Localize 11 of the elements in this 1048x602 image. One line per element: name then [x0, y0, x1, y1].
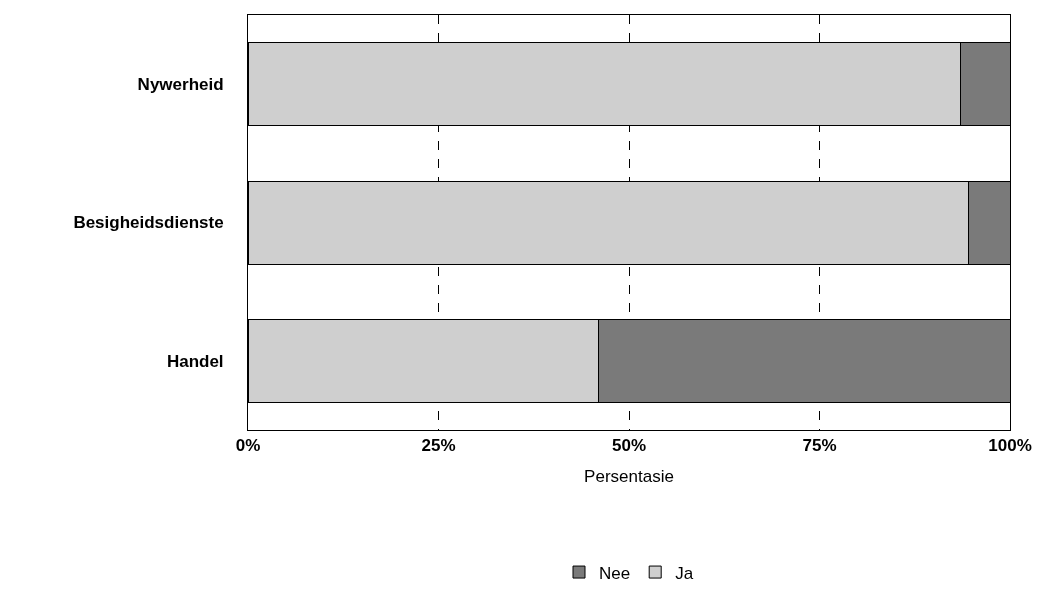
y-tick-label: Besigheidsdienste: [73, 213, 224, 233]
y-tick-label: Handel: [166, 351, 224, 371]
legend-label: Ja: [675, 563, 694, 583]
x-tick-label: 75%: [802, 436, 837, 456]
y-tick-label: Nywerheid: [137, 75, 224, 95]
x-tick-label: 25%: [421, 436, 456, 456]
x-tick-label: 100%: [988, 436, 1032, 456]
legend-label: Nee: [599, 563, 631, 583]
x-axis-title: Persentasie: [584, 466, 674, 486]
x-tick-label: 50%: [611, 436, 647, 456]
x-tick-label: 0%: [235, 436, 261, 456]
